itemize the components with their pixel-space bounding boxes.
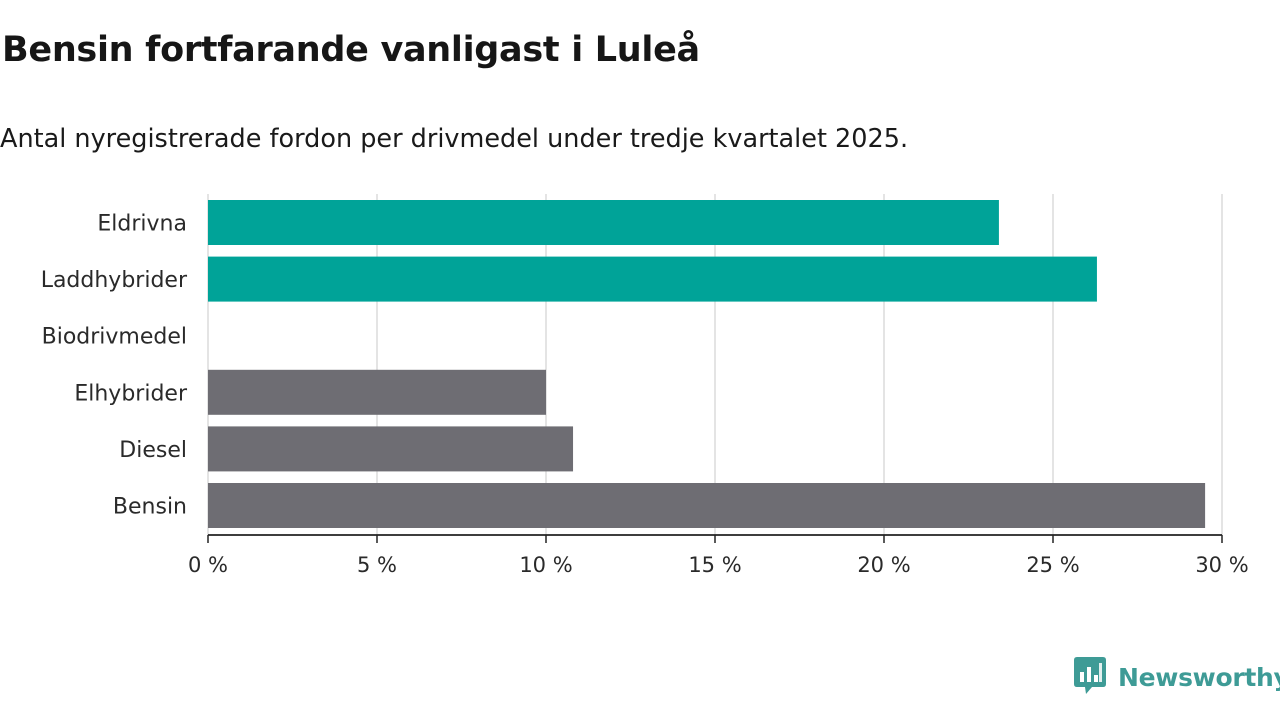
- category-label: Laddhybrider: [41, 268, 188, 293]
- chart-title: Bensin fortfarande vanligast i Luleå: [2, 30, 700, 70]
- x-tick-label: 15 %: [688, 553, 741, 577]
- bars: [208, 200, 1206, 528]
- x-tick-label: 0 %: [188, 553, 228, 577]
- category-label: Bensin: [113, 495, 187, 520]
- gridlines: [207, 194, 1223, 535]
- bar-elhybrider: [208, 369, 546, 415]
- category-label: Eldrivna: [97, 212, 187, 237]
- bar-diesel: [208, 426, 574, 472]
- x-tick-label: 10 %: [519, 553, 572, 577]
- category-label: Diesel: [119, 438, 187, 463]
- bar-eldrivna: [208, 200, 999, 245]
- bar-bensin: [208, 483, 1206, 528]
- x-tick-label: 30 %: [1195, 553, 1248, 577]
- x-tick-label: 25 %: [1026, 553, 1079, 577]
- brand-name: Newsworthy: [1118, 662, 1280, 692]
- chart-subtitle: Antal nyregistrerade fordon per drivmede…: [0, 124, 909, 154]
- x-tick-label: 20 %: [857, 553, 910, 577]
- bar-chart: 0 % 5 % 10 % 15 % 20 % 25 % 30 % Eldrivna Laddh…: [41, 194, 1249, 577]
- bar-laddhybrider: [208, 256, 1097, 302]
- x-tick-label: 5 %: [357, 553, 397, 577]
- newsworthy-brand: Newsworthy: [1072, 655, 1280, 699]
- category-labels: Eldrivna Laddhybrider Biodrivmedel Elhybrid…: [41, 212, 188, 520]
- category-label: Elhybrider: [74, 381, 188, 406]
- category-label: Biodrivmedel: [42, 325, 187, 350]
- x-axis: 0 % 5 % 10 % 15 % 20 % 25 % 30 %: [188, 534, 1249, 577]
- newsworthy-logo-icon: [1072, 655, 1108, 699]
